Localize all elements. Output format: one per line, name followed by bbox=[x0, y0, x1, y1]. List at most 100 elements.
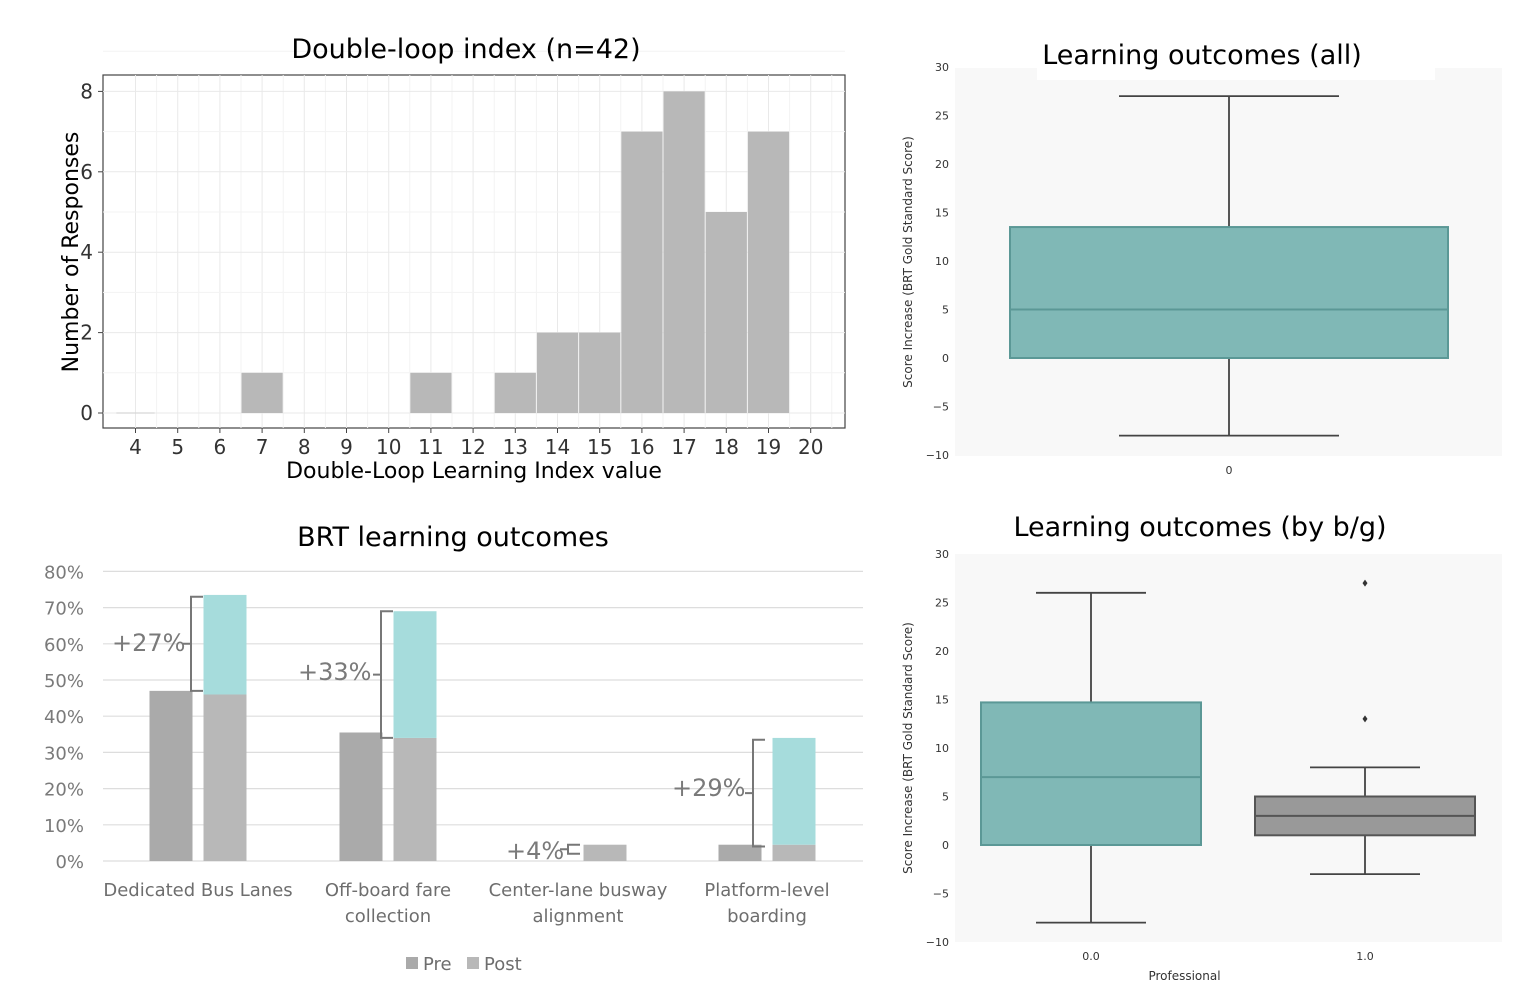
boxplot-ytick-label: 15 bbox=[935, 694, 949, 707]
histogram-xlabel: Double-Loop Learning Index value bbox=[286, 459, 662, 484]
histogram-xtick-label: 11 bbox=[418, 435, 443, 459]
histogram-xtick-label: 5 bbox=[171, 435, 184, 459]
brt-bracket bbox=[183, 595, 203, 692]
boxplot-chart-1 bbox=[955, 34, 1502, 456]
histogram-xtick-label: 17 bbox=[671, 435, 696, 459]
brt-ytick-label: 10% bbox=[44, 816, 84, 837]
brt-bracket bbox=[560, 843, 580, 855]
histogram-xtick-label: 7 bbox=[256, 435, 269, 459]
histogram-xtick-label: 6 bbox=[214, 435, 227, 459]
histogram-bar bbox=[705, 212, 747, 413]
brt-category-label: boarding bbox=[727, 906, 807, 927]
boxplot-xlabel: Professional bbox=[1148, 969, 1220, 983]
brt-bar-post bbox=[772, 844, 816, 861]
boxplot-title-background bbox=[1037, 34, 1435, 80]
boxplot-ytick-label: −5 bbox=[933, 401, 949, 414]
boxplot-ytick-label: 25 bbox=[935, 597, 949, 610]
boxplot-xtick-label: 1.0 bbox=[1356, 950, 1374, 963]
histogram-chart bbox=[98, 50, 846, 433]
boxplot-title: Learning outcomes (by b/g) bbox=[1013, 512, 1386, 543]
brt-ytick-label: 80% bbox=[44, 562, 84, 583]
histogram-bar bbox=[747, 131, 790, 413]
histogram-xtick-label: 14 bbox=[545, 435, 570, 459]
boxplot-ytick-label: 0 bbox=[942, 352, 949, 365]
boxplot-title-background bbox=[1012, 508, 1392, 552]
histogram-xtick-label: 4 bbox=[129, 435, 142, 459]
boxplot-ytick-label: 10 bbox=[935, 742, 949, 755]
boxplot-ytick-label: 5 bbox=[942, 304, 949, 317]
histogram-xtick-label: 18 bbox=[714, 435, 739, 459]
boxplot-ytick-label: 10 bbox=[935, 255, 949, 268]
histogram-bar bbox=[241, 372, 283, 413]
brt-bar-post bbox=[393, 737, 437, 861]
brt-category-label: alignment bbox=[533, 906, 624, 927]
brt-bar-post bbox=[203, 694, 247, 861]
brt-ytick-label: 40% bbox=[44, 707, 84, 728]
brt-category-label: Off-board fare bbox=[325, 880, 451, 901]
brt-bar-post bbox=[583, 844, 627, 861]
histogram-bar bbox=[621, 131, 663, 413]
boxplot-ytick-label: 20 bbox=[935, 645, 949, 658]
histogram-xtick-label: 12 bbox=[460, 435, 485, 459]
brt-bracket bbox=[745, 738, 765, 848]
boxplot-ylabel: Score Increase (BRT Gold Standard Score) bbox=[901, 622, 915, 874]
boxplot-ytick-label: 25 bbox=[935, 110, 949, 123]
boxplot-ytick-label: 5 bbox=[942, 791, 949, 804]
brt-annotation: +33% bbox=[298, 658, 371, 686]
brt-bar-post-gain bbox=[393, 611, 437, 738]
brt-bar-post-gain bbox=[772, 737, 816, 845]
histogram-bar bbox=[579, 332, 621, 413]
histogram-xtick-label: 10 bbox=[376, 435, 401, 459]
brt-ytick-label: 20% bbox=[44, 780, 84, 801]
brt-ytick-label: 50% bbox=[44, 671, 84, 692]
histogram-title: Double-loop index (n=42) bbox=[291, 34, 640, 65]
brt-legend-swatch-pre bbox=[406, 957, 418, 969]
boxplot-box bbox=[980, 701, 1202, 846]
brt-bar-pre bbox=[339, 732, 383, 861]
brt-ytick-label: 70% bbox=[44, 599, 84, 620]
boxplot-box bbox=[1009, 226, 1449, 359]
boxplot-title: Learning outcomes (all) bbox=[1042, 40, 1362, 71]
brt-title: BRT learning outcomes bbox=[297, 522, 609, 553]
boxplot-xtick-label: 0 bbox=[1226, 464, 1233, 477]
brt-annotation: +29% bbox=[672, 774, 745, 802]
boxplot-outlier bbox=[1362, 579, 1368, 587]
brt-chart bbox=[103, 570, 863, 969]
histogram-ytick-label: 2 bbox=[80, 321, 93, 345]
brt-annotation: +4% bbox=[506, 837, 564, 865]
histogram-ytick-label: 8 bbox=[80, 79, 93, 103]
histogram-ytick-label: 0 bbox=[80, 401, 93, 425]
brt-legend-label-pre: Pre bbox=[423, 954, 452, 975]
histogram-bar bbox=[536, 332, 579, 413]
brt-bar-pre bbox=[718, 844, 762, 861]
histogram-ytick-label: 6 bbox=[80, 160, 93, 184]
histogram-xtick-label: 19 bbox=[756, 435, 781, 459]
histogram-xtick-label: 20 bbox=[798, 435, 823, 459]
brt-legend-label-post: Post bbox=[484, 954, 522, 975]
boxplot-ytick-label: 15 bbox=[935, 207, 949, 220]
boxplot-ytick-label: −5 bbox=[933, 888, 949, 901]
brt-category-label: collection bbox=[345, 906, 431, 927]
brt-bar-post-gain bbox=[203, 594, 247, 695]
boxplot-chart-3 bbox=[955, 508, 1502, 942]
histogram-ytick-label: 4 bbox=[80, 240, 93, 264]
boxplot-ytick-label: 30 bbox=[935, 61, 949, 74]
histogram-ylabel: Number of Responses bbox=[59, 132, 84, 373]
boxplot-ytick-label: −10 bbox=[926, 449, 949, 462]
histogram-xtick-label: 8 bbox=[298, 435, 311, 459]
boxplot-ytick-label: −10 bbox=[926, 936, 949, 949]
boxplot-ytick-label: 30 bbox=[935, 548, 949, 561]
boxplot-ytick-label: 0 bbox=[942, 839, 949, 852]
brt-category-label: Center-lane busway bbox=[489, 880, 668, 901]
brt-bar-pre bbox=[149, 690, 193, 861]
histogram-xtick-label: 13 bbox=[503, 435, 528, 459]
histogram-xtick-label: 9 bbox=[340, 435, 353, 459]
brt-ytick-label: 30% bbox=[44, 743, 84, 764]
boxplot-xtick-label: 0.0 bbox=[1082, 950, 1100, 963]
brt-legend-swatch-post bbox=[467, 957, 479, 969]
histogram-bar bbox=[663, 91, 705, 414]
brt-bracket bbox=[373, 610, 393, 739]
histogram-xtick-label: 16 bbox=[629, 435, 654, 459]
brt-category-label: Dedicated Bus Lanes bbox=[103, 880, 292, 901]
